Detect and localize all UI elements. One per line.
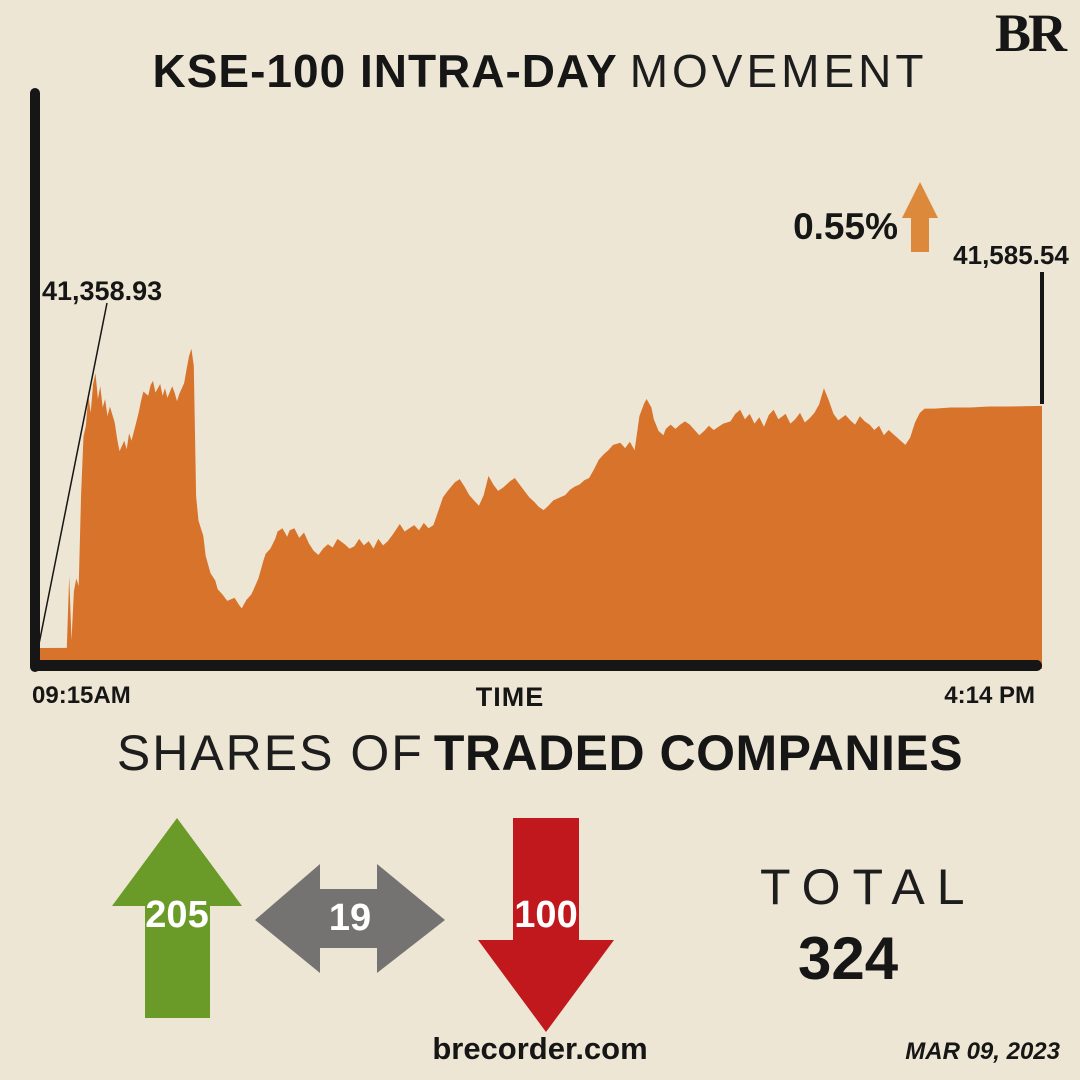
open-value-label: 41,358.93	[42, 276, 163, 306]
shares-heading-light: SHARES OF	[116, 725, 424, 781]
advancers-count: 205	[145, 894, 209, 936]
intraday-area-series	[38, 348, 1042, 669]
page-title-light: MOVEMENT	[629, 45, 928, 97]
shares-heading-bold: TRADED COMPANIES	[433, 725, 964, 781]
x-axis-title: TIME	[475, 682, 545, 712]
advancers-up-arrow-icon	[112, 818, 242, 1018]
decliners-down-arrow-icon	[478, 818, 614, 1032]
y-axis-line	[30, 88, 40, 672]
total-label: TOTAL	[760, 859, 977, 915]
page-title-bold: KSE-100 INTRA-DAY	[152, 45, 618, 97]
x-axis-line	[30, 660, 1042, 671]
page-title: KSE-100 INTRA-DAY MOVEMENT	[0, 46, 1080, 97]
x-axis-end-tick: 4:14 PM	[944, 682, 1035, 709]
date-text: MAR 09, 2023	[905, 1038, 1060, 1065]
decliners-count: 100	[514, 894, 578, 936]
total-value: 324	[798, 925, 899, 992]
change-up-arrow-icon	[902, 182, 938, 252]
shares-section-heading: SHARES OF TRADED COMPANIES	[0, 726, 1080, 781]
unchanged-count: 19	[328, 897, 372, 939]
open-value-pointer-line	[38, 302, 108, 645]
close-value-label: 41,585.54	[953, 240, 1069, 270]
x-axis-start-tick: 09:15AM	[32, 682, 131, 709]
website-text: brecorder.com	[432, 1031, 648, 1066]
br-logo: BR	[994, 3, 1067, 63]
percent-change-label: 0.55%	[793, 206, 898, 247]
unchanged-double-arrow-icon	[255, 864, 445, 973]
